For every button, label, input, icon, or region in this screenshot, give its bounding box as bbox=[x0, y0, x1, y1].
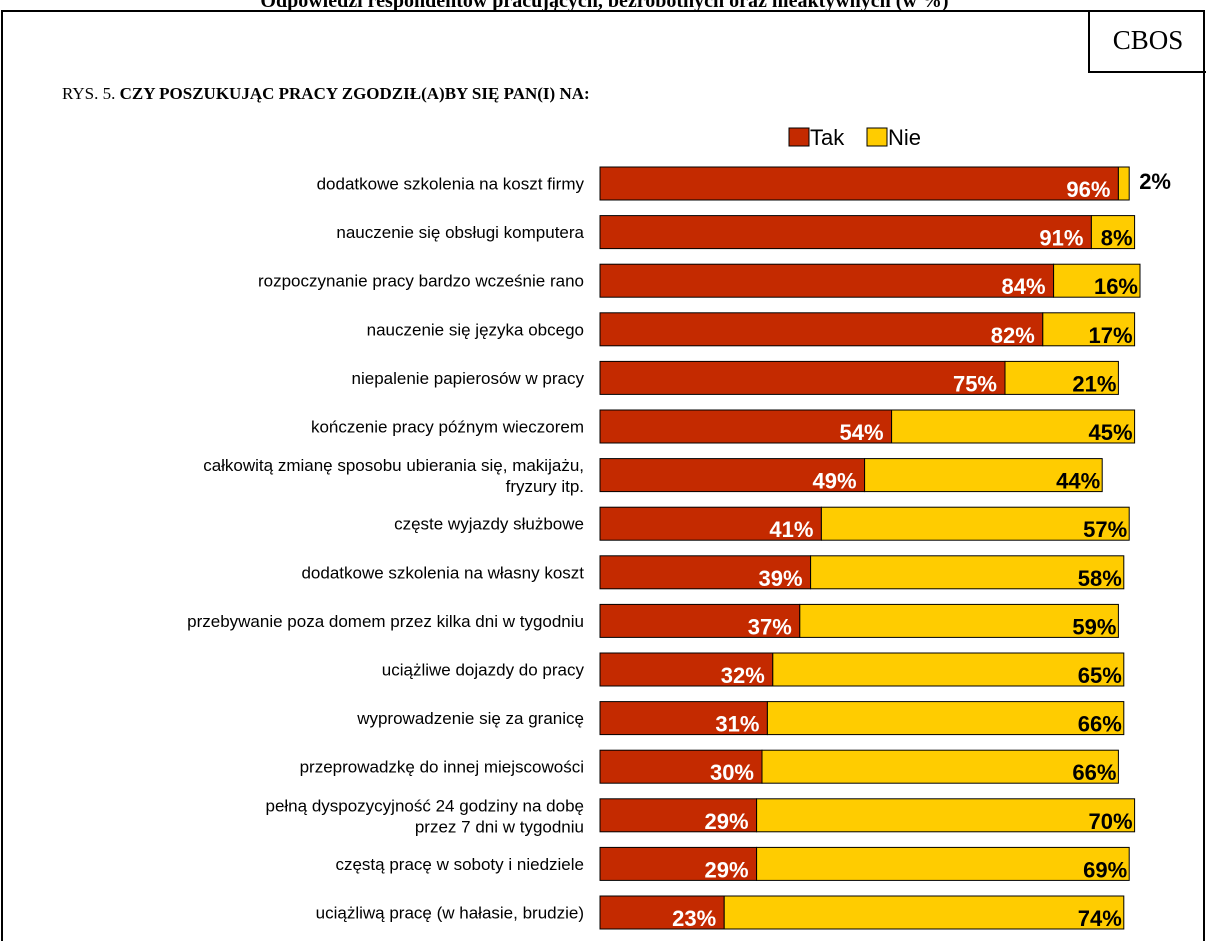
value-label-tak: 82% bbox=[991, 323, 1035, 348]
bar-nie bbox=[723, 895, 1125, 930]
bar-tak bbox=[599, 846, 758, 881]
bar-nie bbox=[1053, 263, 1141, 298]
category-label: częstą pracę w soboty i niedziele bbox=[335, 855, 584, 874]
bar-tak bbox=[599, 798, 758, 833]
legend-swatch-nie bbox=[866, 127, 888, 147]
bar-tak bbox=[599, 555, 812, 590]
bar-nie bbox=[864, 458, 1103, 493]
value-label-nie: 59% bbox=[1072, 614, 1116, 639]
category-label: przebywanie poza domem przez kilka dni w… bbox=[187, 612, 584, 631]
value-label-nie: 21% bbox=[1072, 371, 1116, 396]
bar-nie bbox=[1090, 215, 1136, 250]
figure-title: RYS. 5. CZY POSZUKUJĄC PRACY ZGODZIŁ(A)B… bbox=[62, 84, 590, 104]
source-box: CBOS bbox=[1088, 10, 1206, 73]
category-label: przeprowadzkę do innej miejscowości bbox=[300, 758, 584, 777]
value-label-tak: 32% bbox=[721, 663, 765, 688]
bar-tak bbox=[599, 701, 768, 736]
bar-nie bbox=[799, 603, 1119, 638]
bar-nie bbox=[761, 749, 1119, 784]
value-label-nie: 44% bbox=[1056, 469, 1100, 494]
category-label: kończenie pracy późnym wieczorem bbox=[311, 418, 584, 437]
category-label: całkowitą zmianę sposobu ubierania się, … bbox=[203, 456, 584, 496]
legend-label-nie: Nie bbox=[888, 125, 921, 150]
category-label: nauczenie się języka obcego bbox=[367, 320, 584, 339]
bar-nie bbox=[810, 555, 1125, 590]
value-label-tak: 41% bbox=[769, 517, 813, 542]
category-label: uciążliwe dojazdy do pracy bbox=[382, 661, 585, 680]
bar-tak bbox=[599, 263, 1055, 298]
category-label: wyprowadzenie się za granicę bbox=[356, 709, 584, 728]
value-label-tak: 96% bbox=[1066, 177, 1110, 202]
value-label-nie: 58% bbox=[1078, 566, 1122, 591]
bar-nie bbox=[891, 409, 1136, 444]
bar-tak bbox=[599, 360, 1006, 395]
category-label: pełną dyspozycyjność 24 godziny na dobę p… bbox=[266, 796, 585, 836]
value-label-tak: 29% bbox=[705, 857, 749, 882]
category-label: niepalenie papierosów w pracy bbox=[352, 369, 585, 388]
value-label-tak: 49% bbox=[813, 469, 857, 494]
bar-tak bbox=[599, 652, 774, 687]
value-label-nie: 8% bbox=[1101, 226, 1133, 251]
category-label: dodatkowe szkolenia na własny koszt bbox=[301, 563, 584, 582]
bar-tak bbox=[599, 749, 763, 784]
category-label: uciążliwą pracę (w hałasie, brudzie) bbox=[316, 904, 584, 923]
bar-nie bbox=[1042, 312, 1136, 347]
value-label-tak: 84% bbox=[1002, 274, 1046, 299]
value-label-tak: 23% bbox=[672, 906, 716, 931]
category-label: częste wyjazdy służbowe bbox=[394, 515, 584, 534]
value-label-nie: 74% bbox=[1078, 906, 1122, 931]
bars: 96% 2% 91% 8% 84% 16% 82% 17% 75% 21% 54% 45% 49% 44%… bbox=[599, 166, 1171, 931]
value-label-nie: 2% bbox=[1139, 169, 1171, 194]
value-label-tak: 29% bbox=[705, 809, 749, 834]
bar-nie bbox=[766, 701, 1125, 736]
category-label: dodatkowe szkolenia na koszt firmy bbox=[317, 175, 585, 194]
bar-nie bbox=[756, 846, 1130, 881]
value-label-tak: 39% bbox=[759, 566, 803, 591]
value-label-nie: 65% bbox=[1078, 663, 1122, 688]
bar-nie bbox=[772, 652, 1125, 687]
bar-nie bbox=[1004, 360, 1119, 395]
legend-swatch-tak bbox=[788, 127, 810, 147]
value-label-nie: 45% bbox=[1089, 420, 1133, 445]
bar-tak bbox=[599, 458, 866, 493]
bar-tak bbox=[599, 895, 725, 930]
category-label: nauczenie się obsługi komputera bbox=[336, 223, 584, 242]
value-label-nie: 57% bbox=[1083, 517, 1127, 542]
value-label-tak: 75% bbox=[953, 371, 997, 396]
value-label-nie: 17% bbox=[1089, 323, 1133, 348]
figure-title-text: CZY POSZUKUJĄC PRACY ZGODZIŁ(A)BY SIĘ PA… bbox=[119, 84, 590, 103]
cut-off-header-text: Odpowiedzi respondentów pracujących, bez… bbox=[260, 0, 949, 12]
value-label-tak: 91% bbox=[1039, 226, 1083, 251]
value-label-nie: 69% bbox=[1083, 857, 1127, 882]
value-label-nie: 66% bbox=[1078, 712, 1122, 737]
value-label-tak: 54% bbox=[840, 420, 884, 445]
value-label-tak: 30% bbox=[710, 760, 754, 785]
figure-prefix: RYS. 5. bbox=[62, 84, 116, 103]
chart-legend: Tak Nie bbox=[788, 125, 921, 150]
bar-tak bbox=[599, 215, 1092, 250]
bar-tak bbox=[599, 166, 1119, 201]
bar-tak bbox=[599, 506, 822, 541]
value-label-nie: 70% bbox=[1089, 809, 1133, 834]
value-label-nie: 66% bbox=[1072, 760, 1116, 785]
value-label-tak: 31% bbox=[715, 712, 759, 737]
category-label: rozpoczynanie pracy bardzo wcześnie rano bbox=[258, 272, 584, 291]
category-labels: dodatkowe szkolenia na koszt firmy naucze… bbox=[187, 175, 584, 923]
value-label-nie: 16% bbox=[1094, 274, 1138, 299]
bar-tak bbox=[599, 312, 1044, 347]
value-label-tak: 37% bbox=[748, 614, 792, 639]
bar-nie bbox=[820, 506, 1130, 541]
bar-nie bbox=[756, 798, 1136, 833]
figure-frame bbox=[1, 10, 1205, 941]
bar-nie bbox=[1117, 166, 1130, 201]
legend-label-tak: Tak bbox=[810, 125, 845, 150]
bar-tak bbox=[599, 603, 801, 638]
